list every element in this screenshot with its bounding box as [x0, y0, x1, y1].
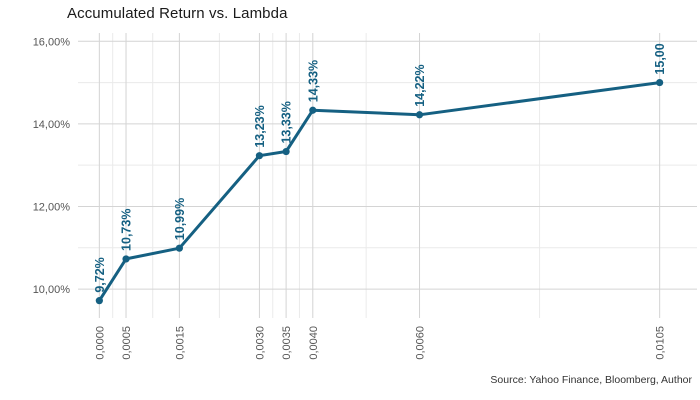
data-point-label: 15,00	[653, 43, 667, 74]
y-tick-label: 10,00%	[33, 284, 71, 296]
y-tick-label: 14,00%	[33, 119, 71, 131]
x-tick-label: 0,0000	[94, 326, 106, 360]
data-point	[255, 152, 264, 160]
data-line	[97, 81, 662, 303]
x-tick-label: 0,0040	[308, 326, 320, 360]
data-point-label: 10,73%	[120, 209, 134, 251]
data-point-label: 14,33%	[306, 60, 320, 102]
chart-title: Accumulated Return vs. Lambda	[67, 5, 288, 22]
source-note: Source: Yahoo Finance, Bloomberg, Author	[490, 374, 692, 386]
y-tick-label: 16,00%	[33, 36, 71, 48]
data-point	[415, 111, 424, 119]
data-point	[175, 244, 183, 252]
x-tick-label: 0,0105	[655, 326, 667, 360]
data-point	[122, 255, 130, 263]
y-tick-label: 12,00%	[33, 201, 71, 213]
x-tick-label: 0,0030	[254, 326, 266, 360]
x-tick-label: 0,0005	[121, 326, 133, 360]
data-point	[656, 78, 664, 87]
data-point-label: 13,23%	[253, 105, 267, 147]
data-point-label: 13,33%	[280, 101, 294, 143]
data-point-label: 14,22%	[413, 64, 427, 106]
x-tick-label: 0,0035	[281, 326, 293, 360]
data-point-label: 9,72%	[93, 257, 107, 292]
data-point	[95, 297, 103, 305]
x-tick-label: 0,0060	[415, 326, 427, 360]
data-point	[282, 147, 290, 156]
data-point	[309, 106, 317, 114]
x-tick-label: 0,0015	[174, 326, 186, 360]
data-point-label: 10,99%	[173, 198, 187, 240]
